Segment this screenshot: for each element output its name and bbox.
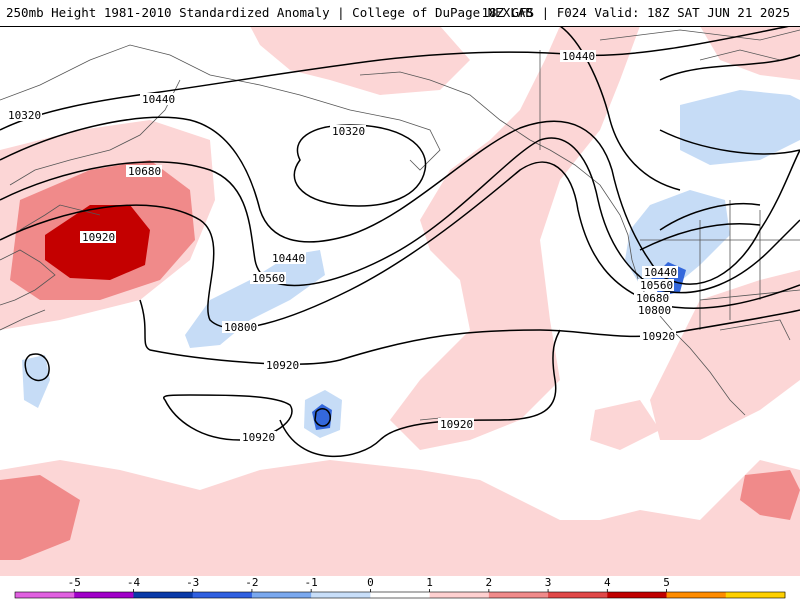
colorbar-segment <box>548 592 608 598</box>
colorbar-segment <box>429 592 490 598</box>
svg-text:10560: 10560 <box>252 272 285 285</box>
svg-text:10680: 10680 <box>636 292 669 305</box>
contour-label: 10440 <box>270 252 306 265</box>
svg-text:10320: 10320 <box>8 109 41 122</box>
contour-label: 10920 <box>438 418 474 431</box>
svg-text:10440: 10440 <box>142 93 175 106</box>
anomaly-map: 10320 10440 10440 10320 10680 10920 1044… <box>0 26 800 576</box>
svg-text:10440: 10440 <box>644 266 677 279</box>
contour-label: 10920 <box>80 231 116 244</box>
colorbar-tick-label: -3 <box>186 576 199 589</box>
svg-text:10800: 10800 <box>224 321 257 334</box>
colorbar-tick-label: 3 <box>545 576 552 589</box>
svg-text:10680: 10680 <box>128 165 161 178</box>
contour-label: 10800 <box>222 321 258 334</box>
svg-text:10920: 10920 <box>266 359 299 372</box>
contour-label: 10920 <box>240 431 276 444</box>
contour-label: 10560 <box>638 279 674 292</box>
svg-text:10920: 10920 <box>82 231 115 244</box>
colorbar-segment <box>74 592 134 598</box>
svg-text:10800: 10800 <box>638 304 671 317</box>
colorbar-bar <box>14 591 786 599</box>
colorbar-outline <box>14 591 786 599</box>
map-title: 250mb Height 1981-2010 Standardized Anom… <box>6 5 533 20</box>
contour-label: 10920 <box>640 330 676 343</box>
svg-text:10920: 10920 <box>642 330 675 343</box>
colorbar-tick-label: 0 <box>367 576 374 589</box>
colorbar-segment <box>370 592 431 598</box>
contour-label: 10440 <box>140 93 176 106</box>
contour-label: 10800 <box>636 304 672 317</box>
svg-text:10320: 10320 <box>332 125 365 138</box>
colorbar-segment <box>15 592 75 598</box>
colorbar-tick-label: -4 <box>127 576 141 589</box>
contour-labels: 10320 10440 10440 10320 10680 10920 1044… <box>6 50 678 444</box>
colorbar-tick-label: -1 <box>305 576 318 589</box>
colorbar-tick-label: 5 <box>663 576 670 589</box>
svg-text:10920: 10920 <box>242 431 275 444</box>
svg-text:10440: 10440 <box>562 50 595 63</box>
run-info: 18Z GFS | F024 Valid: 18Z SAT JUN 21 202… <box>481 5 790 20</box>
colorbar-tick-label: 4 <box>604 576 611 589</box>
colorbar-ticks: -5 -4 -3 -2 -1 0 1 2 3 4 5 <box>68 576 670 598</box>
height-contours <box>0 26 800 457</box>
colorbar-segment <box>133 592 194 598</box>
colorbar: -5 -4 -3 -2 -1 0 1 2 3 4 5 <box>0 576 800 600</box>
colorbar-segment <box>192 592 253 598</box>
colorbar-segment <box>607 592 668 598</box>
contour-label: 10680 <box>126 165 162 178</box>
contour-label: 10320 <box>330 125 366 138</box>
contour-label: 10440 <box>642 266 678 279</box>
colorbar-segment <box>251 592 312 598</box>
colorbar-tick-label: -2 <box>245 576 258 589</box>
colorbar-tick-label: 2 <box>486 576 493 589</box>
svg-text:10920: 10920 <box>440 418 473 431</box>
contour-label: 10560 <box>250 272 286 285</box>
colorbar-tick-label: -5 <box>68 576 81 589</box>
contour-label: 10320 <box>6 109 42 122</box>
contour-label: 10920 <box>264 359 300 372</box>
contour-label: 10440 <box>560 50 596 63</box>
colorbar-segment <box>666 592 727 598</box>
colorbar-segment <box>488 592 549 598</box>
map-header: 250mb Height 1981-2010 Standardized Anom… <box>0 0 800 27</box>
colorbar-tick-label: 1 <box>426 576 433 589</box>
svg-text:10440: 10440 <box>272 252 305 265</box>
svg-text:10560: 10560 <box>640 279 673 292</box>
colorbar-segment <box>311 592 371 598</box>
colorbar-segment <box>725 592 786 598</box>
contour-label: 10680 <box>634 292 670 305</box>
colorbar-svg: -5 -4 -3 -2 -1 0 1 2 3 4 5 <box>14 576 786 599</box>
